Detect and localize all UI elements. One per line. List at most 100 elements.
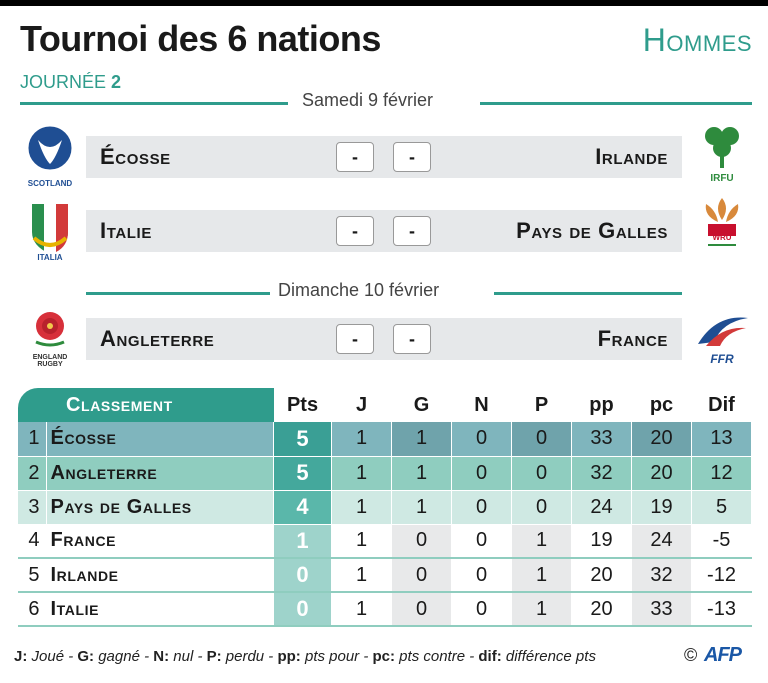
lost: 1	[511, 524, 572, 559]
p-header: P	[511, 388, 572, 422]
difference: 13	[691, 422, 752, 457]
home-team: Italie	[100, 218, 152, 243]
n-header: N	[451, 388, 512, 422]
pts-header: Pts	[273, 388, 332, 422]
team-name: Pays de Galles	[46, 490, 274, 525]
points-for: 19	[571, 524, 632, 559]
table-row: 4 France 1 1 0 0 1 19 24 -5	[18, 524, 752, 559]
afp-logo: AFP	[704, 644, 742, 666]
rank: 1	[18, 422, 47, 457]
top-bar	[0, 0, 768, 6]
away-team: France	[597, 326, 668, 351]
drawn: 0	[451, 490, 512, 525]
points-for: 33	[571, 422, 632, 457]
home-team: Écosse	[100, 144, 171, 169]
points: 4	[273, 490, 332, 525]
home-score: -	[336, 142, 374, 172]
points-for: 20	[571, 558, 632, 593]
difference: -5	[691, 524, 752, 559]
rank: 4	[18, 524, 47, 559]
pc-header: pc	[631, 388, 692, 422]
played: 1	[331, 524, 392, 559]
points-for: 24	[571, 490, 632, 525]
copyright-icon: ©	[684, 645, 698, 665]
g-header: G	[391, 388, 452, 422]
match-row-1: Écosse - - Irlande	[86, 136, 682, 178]
difference: -12	[691, 558, 752, 593]
home-team: Angleterre	[100, 326, 215, 351]
points: 5	[273, 456, 332, 491]
lost: 0	[511, 422, 572, 457]
drawn: 0	[451, 456, 512, 491]
away-team: Pays de Galles	[516, 218, 668, 243]
match-row-3: Angleterre - - France	[86, 318, 682, 360]
table-row: 3 Pays de Galles 4 1 1 0 0 24 19 5	[18, 490, 752, 525]
fir-logo-icon: ITALIA	[20, 198, 80, 262]
points-against: 33	[631, 592, 692, 627]
played: 1	[331, 592, 392, 627]
lost: 1	[511, 592, 572, 627]
away-team: Irlande	[595, 144, 668, 169]
j-header: J	[331, 388, 392, 422]
away-score: -	[393, 216, 431, 246]
ffr-logo-icon: FFR	[692, 308, 752, 372]
won: 1	[391, 422, 452, 457]
match-row-2: Italie - - Pays de Galles	[86, 210, 682, 252]
standings-table: Classement Pts J G N P pp pc Dif 1 Écoss…	[18, 388, 752, 627]
round-number: 2	[111, 72, 122, 92]
points-against: 19	[631, 490, 692, 525]
round-prefix: JOURNÉE	[20, 72, 107, 92]
classement-header: Classement	[18, 388, 274, 422]
table-row: 5 Irlande 0 1 0 0 1 20 32 -12	[18, 558, 752, 593]
day-separator-1: Samedi 9 février	[0, 90, 768, 112]
home-score: -	[336, 216, 374, 246]
home-score: -	[336, 324, 374, 354]
rank: 5	[18, 558, 47, 593]
england-rugby-logo-icon: ENGLAND RUGBY	[20, 304, 80, 368]
wru-logo-icon: WRU	[692, 194, 752, 258]
team-name: Angleterre	[46, 456, 274, 491]
points-against: 24	[631, 524, 692, 559]
drawn: 0	[451, 524, 512, 559]
team-name: France	[46, 524, 274, 559]
team-name: Écosse	[46, 422, 274, 457]
rank: 6	[18, 592, 47, 627]
points: 0	[273, 558, 332, 593]
won: 0	[391, 592, 452, 627]
points-for: 20	[571, 592, 632, 627]
away-score: -	[393, 142, 431, 172]
dif-header: Dif	[691, 388, 752, 422]
day-label-2: Dimanche 10 février	[278, 280, 440, 300]
team-name: Italie	[46, 592, 274, 627]
table-row: 6 Italie 0 1 0 0 1 20 33 -13	[18, 592, 752, 627]
won: 0	[391, 558, 452, 593]
lost: 0	[511, 490, 572, 525]
points: 1	[273, 524, 332, 559]
played: 1	[331, 422, 392, 457]
standings-header: Classement Pts J G N P pp pc Dif	[18, 388, 752, 422]
irfu-logo-icon: IRFU	[692, 120, 752, 184]
points-against: 20	[631, 422, 692, 457]
points: 5	[273, 422, 332, 457]
difference: 12	[691, 456, 752, 491]
played: 1	[331, 456, 392, 491]
points-for: 32	[571, 456, 632, 491]
won: 1	[391, 456, 452, 491]
lost: 0	[511, 456, 572, 491]
played: 1	[331, 490, 392, 525]
table-row: 2 Angleterre 5 1 1 0 0 32 20 12	[18, 456, 752, 491]
won: 1	[391, 490, 452, 525]
page-title: Tournoi des 6 nations	[20, 18, 381, 59]
drawn: 0	[451, 592, 512, 627]
lost: 1	[511, 558, 572, 593]
day-label-1: Samedi 9 février	[302, 90, 434, 110]
category-label: Hommes	[642, 22, 752, 58]
points-against: 20	[631, 456, 692, 491]
difference: -13	[691, 592, 752, 627]
pp-header: pp	[571, 388, 632, 422]
legend: J: Joué - G: gagné - N: nul - P: perdu -…	[14, 648, 596, 665]
rank: 2	[18, 456, 47, 491]
drawn: 0	[451, 558, 512, 593]
played: 1	[331, 558, 392, 593]
team-name: Irlande	[46, 558, 274, 593]
